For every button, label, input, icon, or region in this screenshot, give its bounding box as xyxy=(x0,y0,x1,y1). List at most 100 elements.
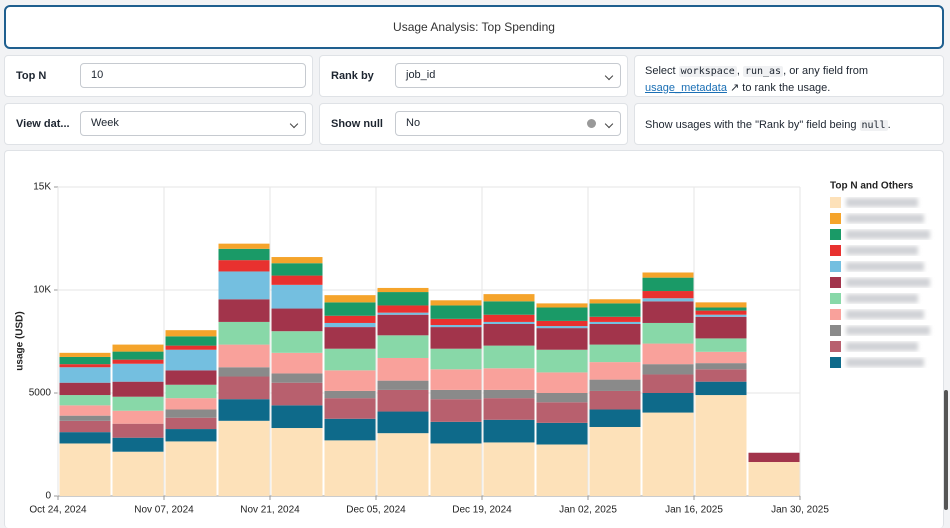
bar-segment xyxy=(748,462,800,496)
bar-segment xyxy=(536,372,588,393)
legend-label-redacted xyxy=(846,294,918,303)
y-tick-label: 0 xyxy=(45,491,51,502)
bar-segment xyxy=(430,369,482,390)
bar-segment xyxy=(271,308,323,332)
bar-segment xyxy=(324,398,376,419)
bar-segment xyxy=(271,331,323,353)
bar-segment xyxy=(271,373,323,383)
bar-segment xyxy=(59,367,111,383)
bar-segment xyxy=(695,310,747,315)
field-label: View dat... xyxy=(16,118,70,130)
bar-segment xyxy=(165,398,217,410)
legend-label-redacted xyxy=(846,230,930,239)
bar-segment xyxy=(536,402,588,423)
scrollbar[interactable] xyxy=(944,390,948,510)
select[interactable]: Week xyxy=(80,111,306,136)
legend-swatch xyxy=(830,197,841,208)
bar-segment xyxy=(112,410,164,424)
bar-segment xyxy=(589,323,641,345)
bar-segment xyxy=(695,302,747,308)
bar-segment xyxy=(165,441,217,496)
bar-segment xyxy=(112,451,164,496)
text: , or any field from xyxy=(783,65,869,77)
header: Usage Analysis: Top Spending xyxy=(4,5,944,49)
bar-segment xyxy=(271,428,323,496)
bar-segment xyxy=(589,362,641,380)
bar-segment xyxy=(695,369,747,382)
bar-segment xyxy=(165,409,217,418)
legend-label-redacted xyxy=(846,246,918,255)
bar-segment xyxy=(218,399,270,421)
legend-label-redacted xyxy=(846,310,924,319)
select-value: No xyxy=(406,117,421,129)
legend-label-redacted xyxy=(846,198,918,207)
bar-segment xyxy=(642,272,694,278)
select[interactable]: No xyxy=(395,111,621,136)
y-tick-label: 15K xyxy=(33,182,51,193)
bar-segment xyxy=(377,389,429,412)
bar-segment xyxy=(59,405,111,416)
bar-segment xyxy=(430,327,482,349)
bar-segment xyxy=(430,305,482,319)
bar-segment xyxy=(589,316,641,322)
bar-segment xyxy=(324,440,376,496)
bar-segment xyxy=(589,390,641,410)
legend-label-redacted xyxy=(846,342,918,351)
bar-segment xyxy=(483,323,535,346)
bar-segment xyxy=(59,415,111,421)
legend-swatch xyxy=(830,341,841,352)
top-n-panel: Top N 10 xyxy=(4,55,313,97)
bar-segment xyxy=(324,295,376,303)
bar-segment xyxy=(59,356,111,365)
bar-segment xyxy=(483,442,535,496)
bar-segment xyxy=(59,420,111,433)
bar-segment xyxy=(642,301,694,323)
x-tick-label: Jan 16, 2025 xyxy=(665,505,723,516)
select[interactable]: job_id xyxy=(395,63,621,88)
link[interactable]: usage_metadata xyxy=(645,82,727,94)
bar-segment xyxy=(589,299,641,304)
bar-segment xyxy=(377,314,429,336)
select-value: job_id xyxy=(406,69,436,81)
bar-segment xyxy=(271,275,323,285)
bar-segment xyxy=(59,382,111,396)
text: , xyxy=(736,65,743,77)
bar-segment xyxy=(695,351,747,364)
bar-segment xyxy=(218,299,270,322)
bar-segment xyxy=(112,363,164,382)
bar-segment xyxy=(536,328,588,350)
bar-segment xyxy=(218,260,270,272)
bar-segment xyxy=(377,287,429,293)
code: run_as xyxy=(742,66,784,77)
bar-segment xyxy=(483,419,535,443)
bar-segment xyxy=(218,243,270,249)
bar-segment xyxy=(324,322,376,328)
bar-segment xyxy=(642,393,694,413)
bar-segment xyxy=(748,452,800,463)
bar-segment xyxy=(377,411,429,434)
bar-segment xyxy=(112,359,164,364)
bar-segment xyxy=(377,305,429,313)
bar-segment xyxy=(112,396,164,411)
x-tick-label: Dec 19, 2024 xyxy=(452,505,512,516)
text: to rank the usage. xyxy=(739,82,831,94)
legend-label-redacted xyxy=(846,214,924,223)
select-value: Week xyxy=(91,117,119,129)
code: workspace xyxy=(678,66,737,77)
bar-segment xyxy=(642,322,694,344)
x-tick-label: Oct 24, 2024 xyxy=(29,505,87,516)
bar-segment xyxy=(483,314,535,322)
bar-segment xyxy=(271,284,323,309)
bar-segment xyxy=(112,351,164,360)
bar-segment xyxy=(536,444,588,496)
bar-segment xyxy=(271,405,323,429)
bar-segment xyxy=(536,320,588,327)
bar-segment xyxy=(218,321,270,345)
legend-swatch xyxy=(830,213,841,224)
help-panel: Select workspace, run_as, or any field f… xyxy=(634,55,944,97)
show-null-panel: Show null No xyxy=(319,103,628,145)
number-input[interactable]: 10 xyxy=(80,63,306,88)
legend-title: Top N and Others xyxy=(830,181,914,192)
input-value: 10 xyxy=(91,69,104,81)
bar-segment xyxy=(430,318,482,326)
